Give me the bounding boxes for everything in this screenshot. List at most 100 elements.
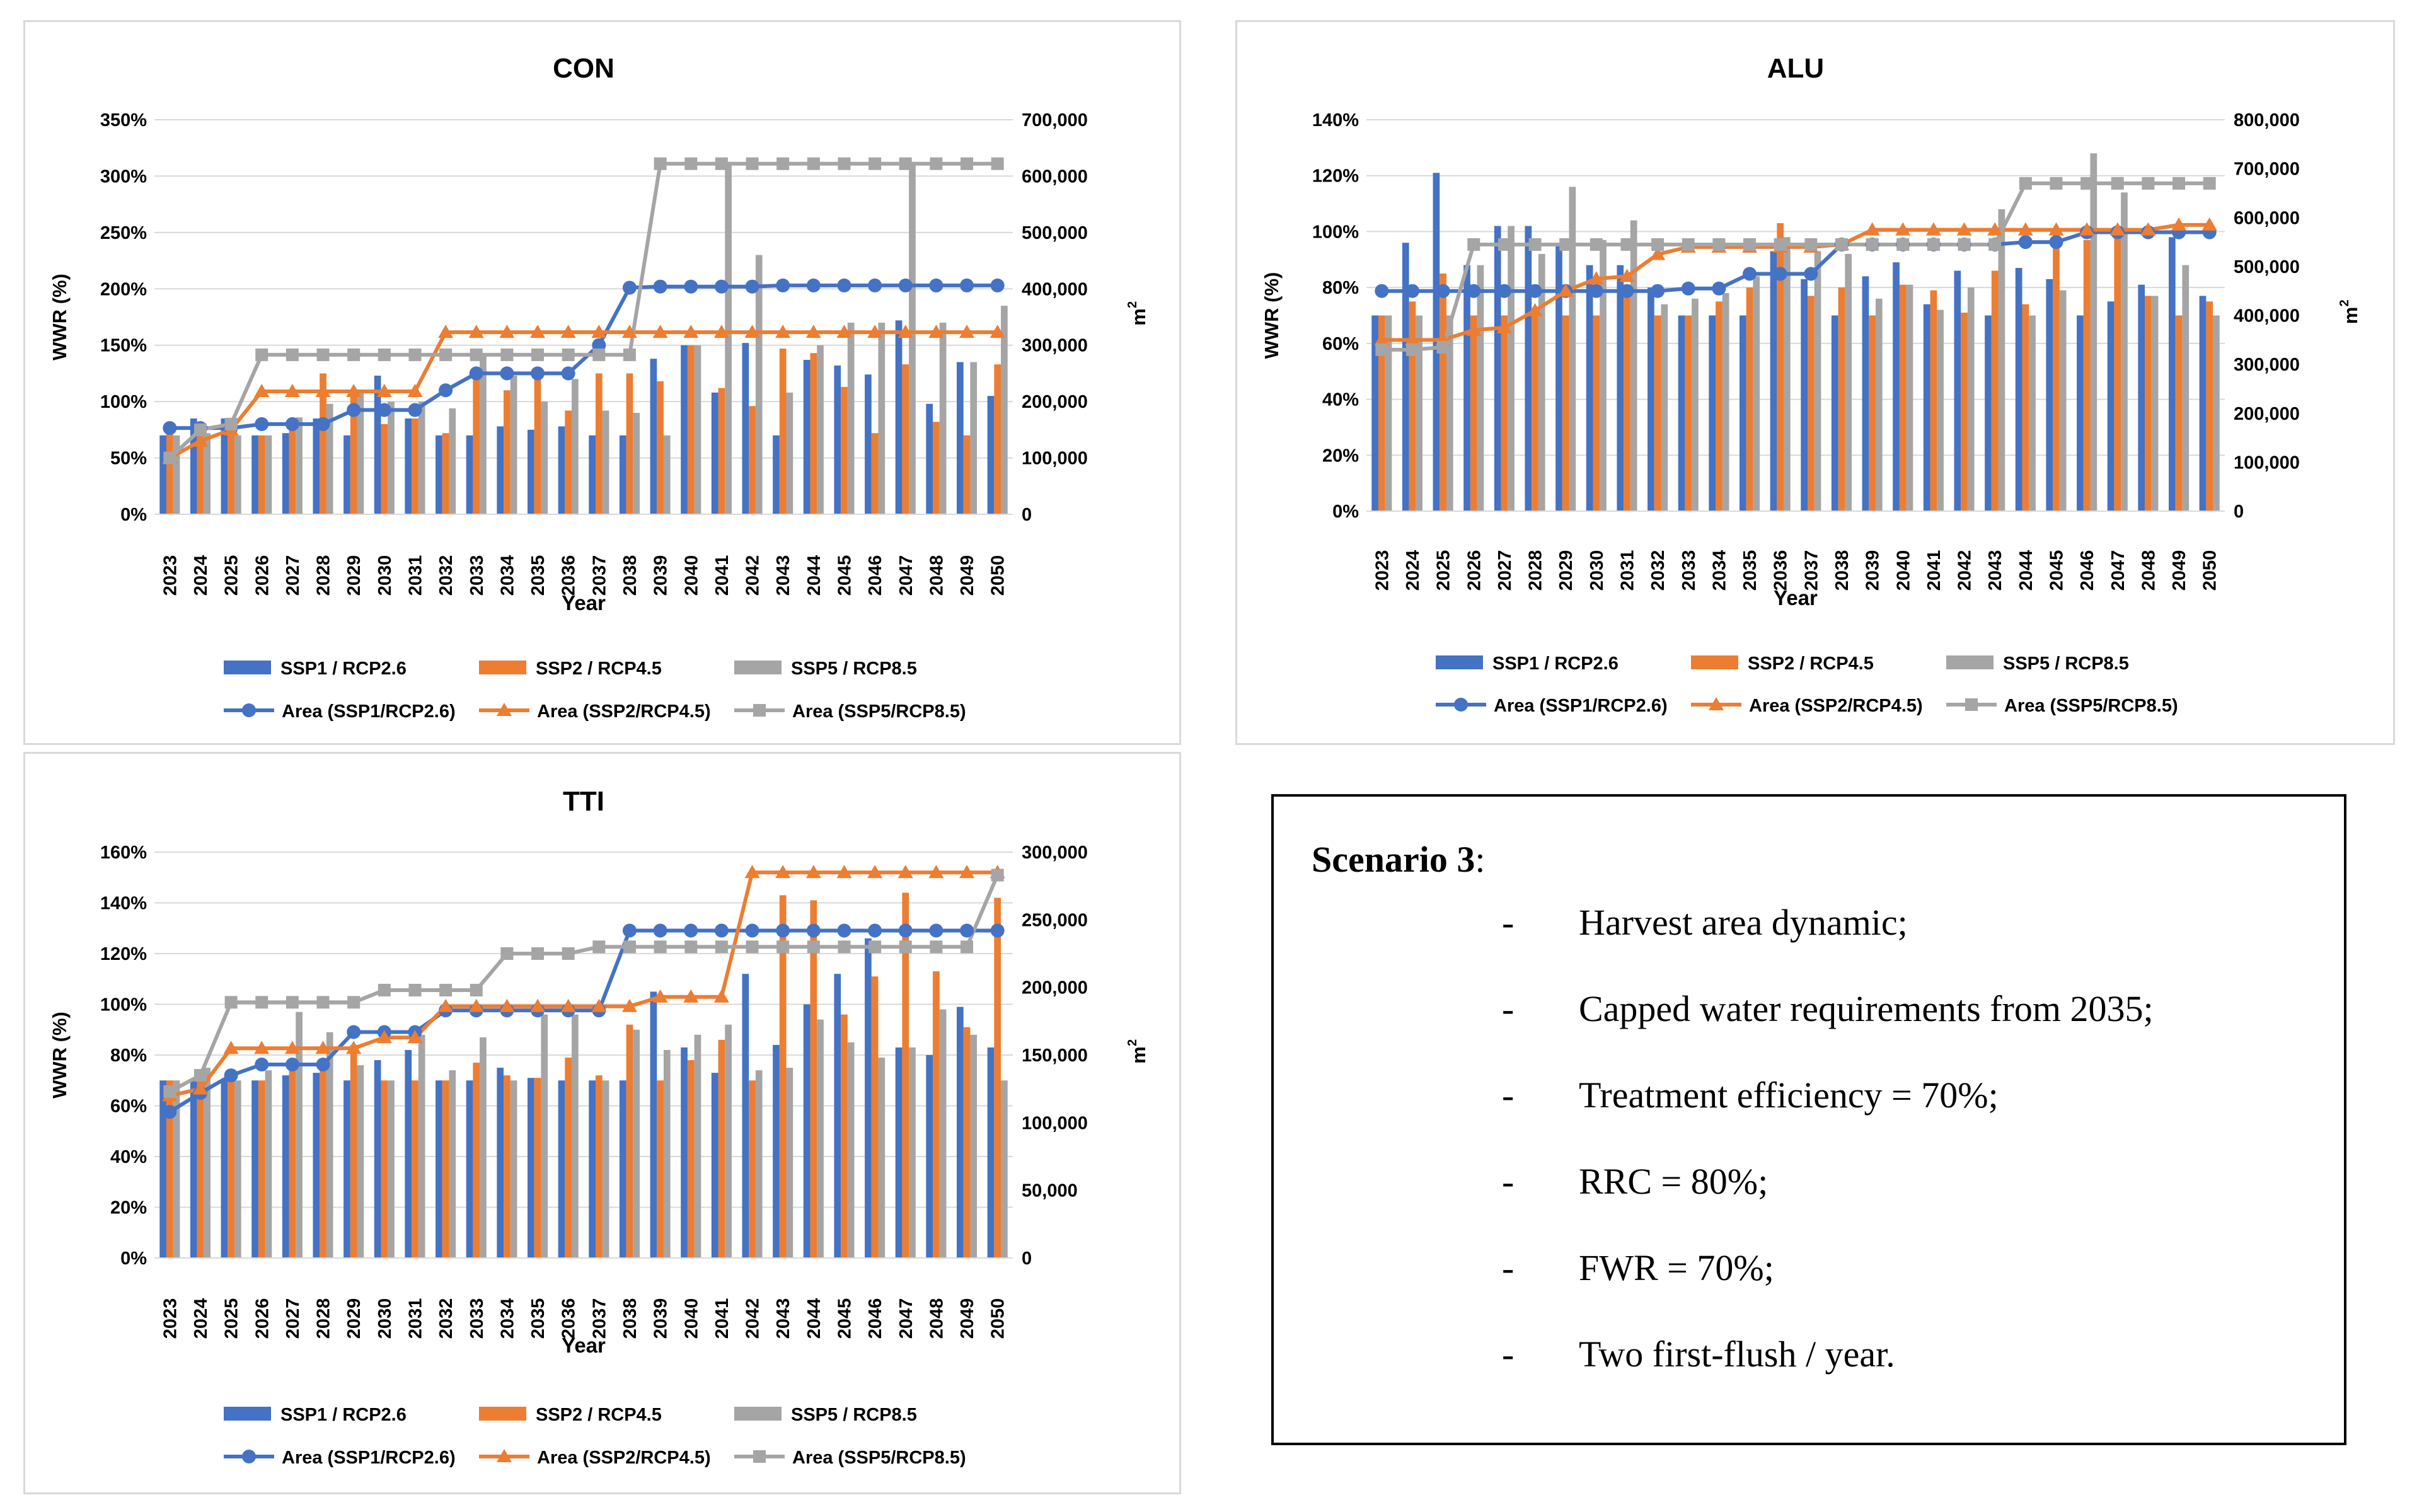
area-marker	[684, 279, 698, 294]
x-tick-label: 2041	[712, 555, 732, 596]
area-marker	[776, 940, 790, 954]
area-marker	[1375, 343, 1388, 356]
legend-item-area-1: Area (SSP1/RCP2.6)	[224, 701, 456, 722]
x-tick-label: 2049	[957, 1298, 978, 1339]
legend-swatch	[224, 1407, 271, 1421]
y2-tick-label: 700,000	[2234, 159, 2300, 180]
bar-series-2	[1624, 293, 1630, 511]
bar-series-3	[234, 435, 241, 514]
area-marker	[959, 325, 975, 338]
area-marker	[560, 998, 576, 1012]
bar-series-3	[1600, 239, 1607, 511]
x-tick-label: 2024	[1403, 550, 1423, 591]
legend-item-bar-1: SSP1 / RCP2.6	[224, 1405, 407, 1425]
area-marker	[1988, 238, 2002, 251]
legend-item-bar-1: SSP1 / RCP2.6	[1436, 654, 1619, 674]
bar-series-3	[357, 1065, 364, 1258]
x-tick-label: 2032	[436, 555, 456, 596]
area-marker	[991, 869, 1004, 882]
area-marker	[562, 348, 575, 361]
bar-series-3	[602, 1080, 609, 1258]
bar-series-1	[343, 435, 350, 514]
x-tick-label: 2035	[528, 1298, 548, 1339]
bar-series-2	[1378, 315, 1385, 511]
bar-series-3	[847, 322, 855, 514]
area-line-series-3	[168, 874, 1000, 1094]
area-line-series-3	[1382, 181, 2210, 352]
y2-tick-label: 0	[1022, 505, 1032, 525]
bar-series-2	[197, 435, 204, 514]
bar-series-2	[534, 1078, 541, 1258]
area-marker	[316, 348, 330, 361]
x-tick-label: 2023	[160, 555, 180, 596]
bar-series-2	[320, 373, 326, 514]
bar-series-1	[497, 426, 504, 514]
bar-series-2	[1532, 315, 1538, 511]
area-marker	[838, 940, 851, 954]
legend-label: SSP1 / RCP2.6	[280, 1405, 407, 1425]
bar-series-3	[1845, 253, 1852, 511]
bar-series-3	[909, 164, 916, 514]
bar-series-3	[234, 1080, 241, 1258]
area-marker	[193, 423, 207, 436]
area-marker	[2017, 222, 2033, 236]
area-marker	[1925, 222, 1941, 236]
y-tick-label: 100%	[100, 392, 147, 412]
bar-series-2	[1470, 315, 1477, 511]
legend-label: Area (SSP1/RCP2.6)	[282, 701, 456, 722]
area-marker	[286, 348, 299, 361]
area-marker	[1467, 284, 1481, 298]
bar-series-3	[173, 1080, 180, 1258]
area-marker	[224, 1068, 238, 1083]
area-marker	[868, 157, 882, 170]
y2-axis-label: m2	[1126, 1039, 1150, 1064]
legend-swatch	[734, 1407, 782, 1421]
x-tick-label: 2031	[405, 1298, 425, 1339]
area-marker	[715, 940, 728, 954]
bar-series-2	[2114, 234, 2121, 511]
y-tick-label: 50%	[110, 449, 147, 469]
x-tick-label: 2049	[957, 555, 978, 596]
chart-title: CON	[553, 53, 615, 84]
bar-series-3	[296, 1012, 303, 1258]
y-tick-label: 60%	[1322, 334, 1359, 354]
legend-marker	[1709, 697, 1724, 710]
bar-series-1	[834, 365, 841, 514]
bar-series-3	[663, 1049, 671, 1258]
x-tick-label: 2030	[375, 555, 395, 596]
area-marker	[1466, 322, 1482, 336]
bar-series-1	[527, 429, 534, 514]
area-marker	[1712, 281, 1726, 296]
bar-series-3	[2151, 296, 2159, 511]
area-marker	[255, 417, 269, 431]
area-marker	[867, 325, 883, 338]
x-tick-label: 2050	[2200, 550, 2220, 591]
area-marker	[499, 325, 515, 338]
y2-tick-label: 600,000	[1022, 166, 1088, 187]
area-marker	[1436, 284, 1450, 298]
legend-swatch	[1946, 655, 1994, 669]
scenario-item: - Capped water requirements from 2035;	[1502, 988, 2154, 1029]
x-tick-label: 2033	[1679, 550, 1699, 591]
area-marker	[285, 1058, 299, 1072]
bar-series-3	[694, 1034, 701, 1258]
bar-series-2	[350, 1044, 357, 1258]
bar-series-1	[1433, 173, 1440, 511]
x-tick-label: 2043	[773, 555, 793, 596]
area-marker	[713, 989, 729, 1003]
y-tick-label: 140%	[1312, 110, 1359, 130]
area-marker	[2140, 222, 2156, 236]
area-marker	[838, 157, 851, 170]
area-marker	[560, 325, 576, 338]
area-marker	[315, 1041, 331, 1054]
x-tick-label: 2028	[314, 555, 334, 596]
bar-series-3	[418, 401, 425, 514]
y2-tick-label: 150,000	[1022, 1046, 1088, 1066]
x-tick-label: 2029	[344, 555, 364, 596]
area-marker	[684, 157, 698, 170]
area-marker	[2048, 222, 2064, 236]
x-tick-label: 2039	[651, 555, 671, 596]
area-marker	[898, 278, 913, 292]
bar-series-3	[296, 417, 303, 514]
bar-series-2	[350, 396, 357, 514]
